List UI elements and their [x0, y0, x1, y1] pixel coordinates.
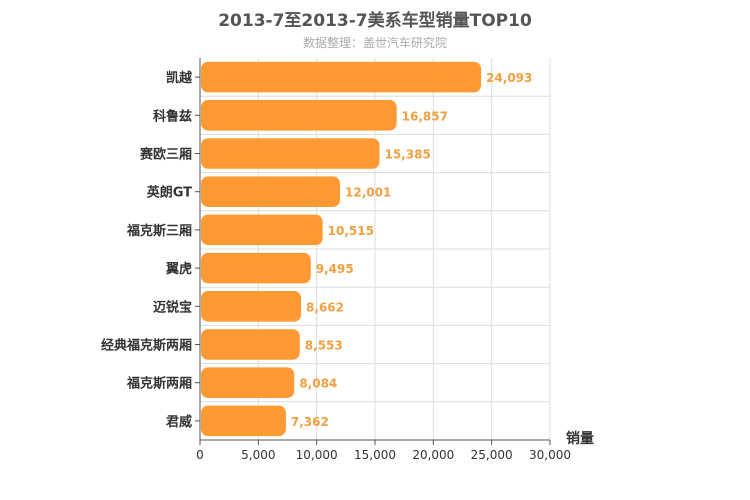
- bar: [201, 291, 302, 322]
- data-label: 12,001: [345, 186, 391, 200]
- bar: [201, 61, 482, 93]
- x-tick-label: 20,000: [412, 448, 454, 462]
- data-label: 8,553: [305, 339, 343, 353]
- category-label: 凯越: [166, 70, 193, 86]
- data-label: 8,662: [306, 300, 344, 314]
- data-label: 9,495: [316, 262, 354, 276]
- x-tick-label: 30,000: [529, 448, 571, 462]
- chart-subtitle: 数据整理：盖世汽车研究院: [302, 36, 447, 50]
- bar: [201, 176, 341, 207]
- chart-title: 2013-7至2013-7美系车型销量TOP10: [218, 11, 532, 31]
- label-layer: 0 5,000 10,000 15,000 20,000 25,000 30,000 凯越 24…: [101, 70, 571, 462]
- bar-layer: [201, 61, 482, 437]
- category-label: 科鲁兹: [153, 108, 192, 124]
- category-label: 君威: [166, 414, 192, 430]
- category-label: 福克斯两厢: [126, 376, 192, 392]
- data-label: 16,857: [402, 109, 448, 123]
- bar: [201, 252, 311, 284]
- bar: [201, 214, 323, 246]
- data-label: 24,093: [486, 71, 532, 85]
- bar: [201, 138, 380, 169]
- category-label: 经典福克斯两厢: [101, 338, 192, 354]
- x-tick-label: 0: [196, 448, 204, 462]
- data-label: 7,362: [291, 415, 329, 429]
- data-label: 8,084: [299, 377, 337, 391]
- bar: [201, 100, 397, 131]
- category-label: 福克斯三厢: [126, 223, 192, 239]
- bar: [201, 405, 286, 437]
- data-label: 15,385: [384, 148, 430, 162]
- bar: [201, 329, 300, 360]
- x-axis-title: 销量: [566, 430, 594, 447]
- x-tick-label: 5,000: [241, 448, 275, 462]
- x-tick-label: 25,000: [471, 448, 513, 462]
- x-tick-label: 10,000: [296, 448, 338, 462]
- category-label: 翼虎: [165, 261, 192, 277]
- data-label: 10,515: [328, 224, 374, 238]
- category-label: 迈锐宝: [153, 299, 192, 315]
- x-tick-label: 15,000: [354, 448, 396, 462]
- category-label: 英朗GT: [146, 185, 192, 201]
- category-label: 赛欧三厢: [139, 147, 192, 163]
- bar: [201, 367, 295, 398]
